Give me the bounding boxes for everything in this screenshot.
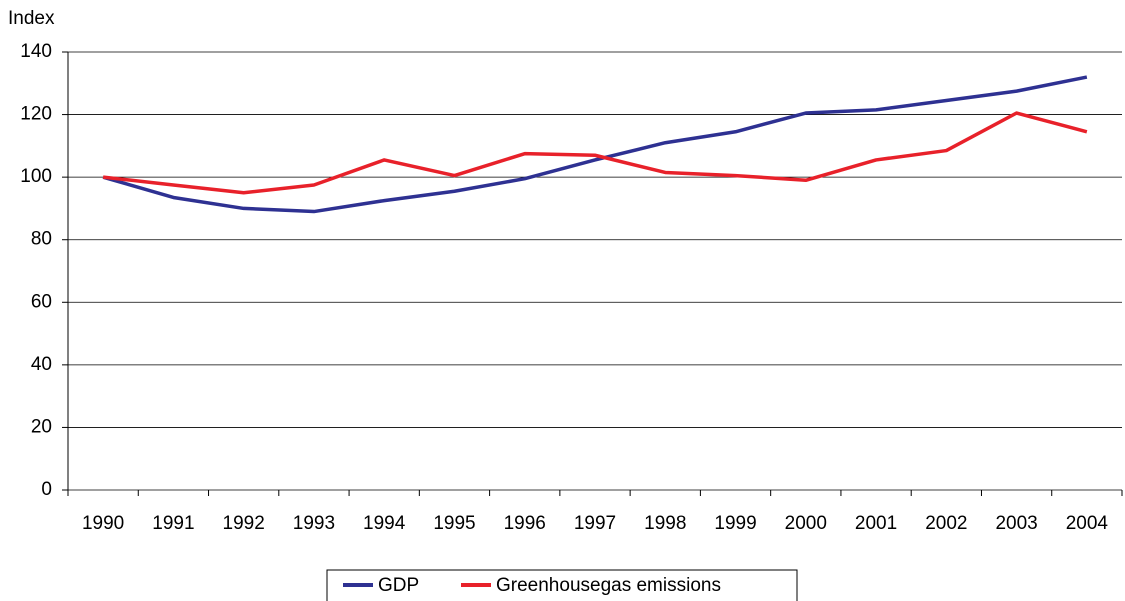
x-tick-label: 1993	[293, 513, 335, 534]
x-tick-label: 1998	[644, 513, 686, 534]
x-tick-label: 2003	[995, 513, 1037, 534]
y-tick-label: 60	[31, 291, 52, 312]
x-tick-label: 1995	[433, 513, 475, 534]
y-axis-label: Index	[8, 8, 55, 29]
y-tick-label: 0	[41, 479, 52, 500]
y-tick-label: 40	[31, 354, 52, 375]
y-tick-label: 100	[20, 166, 52, 187]
series-line	[102, 75, 1088, 214]
legend-label: Greenhousegas emissions	[496, 575, 721, 596]
y-tick-label: 120	[20, 104, 52, 125]
x-tick-label: 1991	[152, 513, 194, 534]
x-tick-label: 1994	[363, 513, 406, 534]
y-tick-label: 20	[31, 416, 52, 437]
x-tick-label: 2002	[925, 513, 967, 534]
y-tick-label: 80	[31, 229, 52, 250]
x-tick-label: 2004	[1066, 513, 1109, 534]
series-line	[102, 111, 1088, 195]
x-tick-label: 1997	[574, 513, 616, 534]
y-tick-label: 140	[20, 41, 52, 62]
x-tick-label: 1990	[82, 513, 124, 534]
x-tick-label: 2000	[785, 513, 827, 534]
x-tick-label: 2001	[855, 513, 897, 534]
x-tick-label: 1996	[504, 513, 546, 534]
x-tick-label: 1992	[223, 513, 265, 534]
legend: GDP Greenhousegas emissions	[326, 569, 798, 601]
legend-label: GDP	[378, 575, 419, 596]
x-tick-label: 1999	[714, 513, 756, 534]
legend-box	[326, 569, 798, 601]
